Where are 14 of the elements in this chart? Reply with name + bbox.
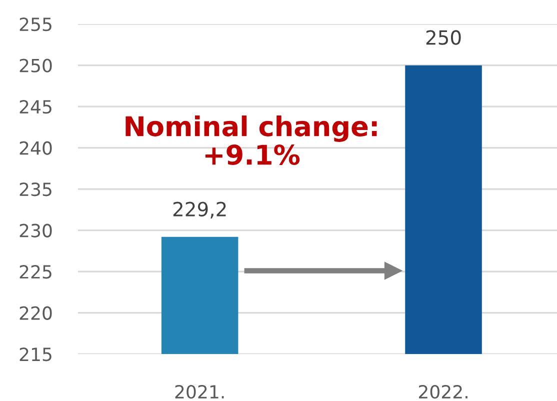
y-tick-label: 235 — [20, 182, 52, 196]
y-tick-label: 215 — [20, 348, 52, 362]
y-tick-label: 245 — [20, 100, 52, 114]
y-tick-label: 220 — [20, 306, 52, 320]
y-tick-label: 230 — [20, 224, 52, 238]
y-tick-label: 240 — [20, 141, 52, 155]
data-label: 229,2 — [173, 202, 226, 218]
x-tick-label: 2021. — [175, 384, 224, 399]
annotation: Nominal change: +9.1% — [126, 116, 377, 165]
y-tick-label: 250 — [20, 58, 52, 72]
x-tick-label: 2022. — [418, 384, 468, 399]
y-tick-label: 255 — [20, 18, 52, 32]
data-label: 250 — [426, 30, 461, 45]
y-tick-label: 225 — [20, 265, 52, 279]
